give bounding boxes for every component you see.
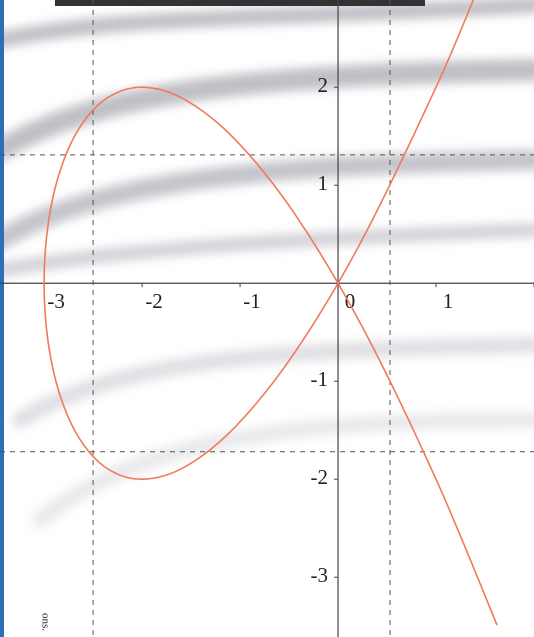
y-tick-label: 1 [318, 171, 329, 195]
y-tick-label: -2 [311, 465, 329, 489]
x-tick-label: 1 [443, 289, 454, 313]
x-tick-label: -3 [47, 289, 65, 313]
y-tick-label: 2 [318, 73, 329, 97]
x-tick-label: -2 [145, 289, 163, 313]
band [12, 337, 534, 428]
band [0, 223, 534, 277]
plot [43, 0, 498, 626]
band [0, 59, 534, 161]
margin-note: ons. [39, 613, 51, 631]
y-tick-label: -1 [311, 367, 329, 391]
x-tick-label: -1 [243, 289, 261, 313]
y-tick-label: -3 [311, 563, 329, 587]
x-tick-label: 0 [345, 289, 356, 313]
band [0, 150, 534, 250]
background-bands [0, 0, 534, 528]
top-strip [55, 0, 425, 6]
band [0, 0, 534, 48]
band [32, 412, 534, 528]
curve [43, 0, 498, 626]
